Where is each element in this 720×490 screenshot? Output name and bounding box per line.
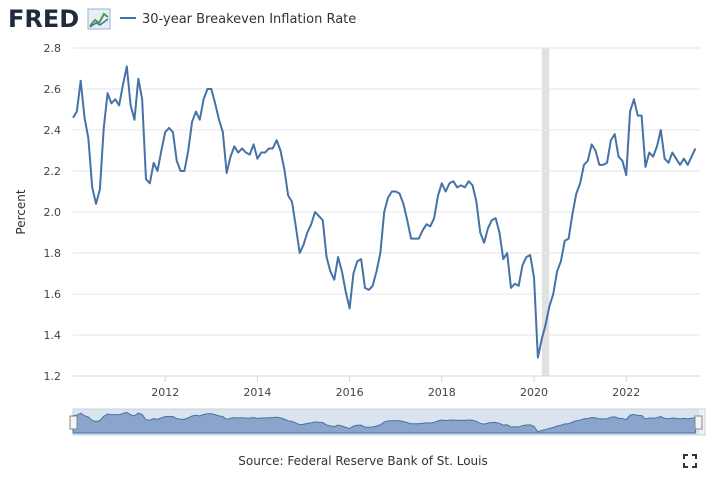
navigator-handle-left[interactable] [69,415,78,430]
x-tick-label: 2016 [336,386,364,399]
y-tick-label: 2.8 [44,42,62,55]
y-tick-label: 1.4 [44,329,62,342]
y-tick-label: 1.2 [44,370,62,383]
y-tick-label: 1.6 [44,288,62,301]
logo-icon [87,8,111,30]
fullscreen-icon[interactable] [683,454,697,468]
y-axis-label: Percent [14,189,28,234]
x-tick-label: 2012 [151,386,179,399]
x-tick-label: 2022 [612,386,640,399]
logo: FRED [8,5,79,33]
y-tick-label: 1.8 [44,247,62,260]
y-tick-label: 2.2 [44,165,62,178]
navigator-handle-right[interactable] [694,415,703,430]
series-line [72,65,697,359]
x-tick-label: 2018 [428,386,456,399]
x-tick-label: 2014 [243,386,271,399]
x-tick-label: 2020 [520,386,548,399]
y-tick-label: 2.0 [44,206,62,219]
legend-label: 30-year Breakeven Inflation Rate [142,12,356,27]
navigator-series [72,411,696,434]
source-note: Source: Federal Reserve Bank of St. Loui… [238,454,487,468]
y-tick-label: 2.6 [44,83,62,96]
y-tick-label: 2.4 [44,124,62,137]
